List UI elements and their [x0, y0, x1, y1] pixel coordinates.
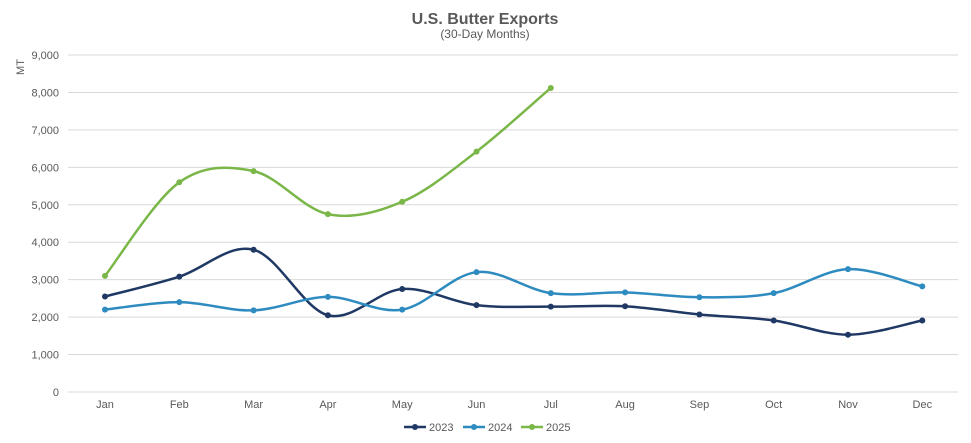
data-point-2024-may: [399, 306, 406, 313]
y-tick-label: 4,000: [31, 237, 59, 249]
x-tick-label-sep: Sep: [690, 399, 710, 411]
data-point-2023-nov: [845, 331, 851, 338]
x-tick-label-may: May: [392, 399, 413, 411]
data-point-2023-sep: [696, 311, 703, 318]
data-point-2023-apr: [324, 312, 331, 319]
legend-label-2024: 2024: [488, 422, 512, 434]
y-tick-label: 9,000: [31, 50, 59, 62]
data-point-2024-sep: [696, 294, 703, 301]
data-point-2024-feb: [176, 299, 183, 306]
data-point-2023-jul: [547, 303, 554, 310]
data-point-2023-aug: [622, 303, 629, 310]
legend-item-2025: 2025: [521, 422, 570, 434]
data-point-2025-jan: [102, 272, 108, 279]
data-point-2024-oct: [770, 290, 777, 297]
y-tick-label: 7,000: [31, 125, 59, 137]
data-point-2025-mar: [250, 168, 257, 175]
series-2023: [102, 246, 926, 338]
y-axis-ticks: 0 1,000 2,000 3,000 4,000 5,000 6,000 7,000 8,00…: [31, 50, 59, 399]
y-tick-label: 6,000: [31, 162, 59, 174]
series-line-2023: [103, 247, 924, 336]
series-2025: [102, 84, 554, 279]
legend-item-2024: 2024: [463, 422, 512, 434]
series-lines: [102, 84, 926, 338]
data-point-2024-nov: [845, 266, 851, 273]
legend-label-2025: 2025: [546, 422, 570, 434]
series-line-2025: [103, 86, 553, 278]
data-point-2023-oct: [770, 317, 777, 324]
x-tick-label-jan: Jan: [96, 399, 114, 411]
x-axis-ticks: Jan Feb Mar Apr May Jun Jul Aug Sep Oct Nov Dec: [96, 399, 932, 411]
series-2024: [102, 266, 926, 314]
y-tick-label: 5,000: [31, 200, 59, 212]
x-tick-label-dec: Dec: [913, 399, 933, 411]
x-tick-label-oct: Oct: [765, 399, 782, 411]
data-point-2023-dec: [919, 317, 926, 324]
data-point-2024-dec: [919, 283, 926, 290]
data-point-2024-jul: [547, 290, 554, 297]
data-point-2024-jan: [102, 306, 108, 313]
legend-marker-2024: [471, 424, 477, 430]
x-tick-label-feb: Feb: [170, 399, 189, 411]
chart-title: U.S. Butter Exports: [412, 11, 559, 28]
legend: 2023 2024 2025: [404, 422, 570, 434]
y-tick-label: 3,000: [31, 275, 59, 287]
data-point-2023-mar: [250, 246, 257, 253]
gridlines: [68, 54, 958, 393]
series-line-2024: [103, 267, 924, 312]
legend-label-2023: 2023: [429, 422, 453, 434]
x-tick-label-nov: Nov: [838, 399, 858, 411]
y-axis-label: MT: [15, 59, 27, 75]
x-tick-label-jul: Jul: [544, 399, 558, 411]
data-point-2025-may: [399, 198, 406, 205]
data-point-2024-aug: [622, 289, 629, 296]
data-point-2023-feb: [176, 273, 183, 280]
data-point-2025-jun: [473, 148, 480, 155]
chart-subtitle: (30-Day Months): [440, 27, 529, 41]
y-tick-label: 1,000: [31, 350, 59, 362]
data-point-2025-jul: [547, 84, 554, 91]
y-tick-label: 8,000: [31, 87, 59, 99]
x-tick-label-mar: Mar: [244, 399, 263, 411]
data-point-2025-apr: [324, 211, 331, 218]
data-point-2024-mar: [250, 307, 257, 314]
legend-marker-2023: [412, 424, 418, 430]
data-point-2023-may: [399, 286, 406, 293]
y-tick-label: 2,000: [31, 312, 59, 324]
y-tick-label: 0: [53, 387, 59, 399]
data-point-2024-jun: [473, 269, 480, 276]
x-tick-label-aug: Aug: [615, 399, 635, 411]
legend-item-2023: 2023: [404, 422, 453, 434]
legend-marker-2025: [529, 424, 535, 430]
data-point-2023-jun: [473, 302, 480, 309]
x-tick-label-jun: Jun: [468, 399, 486, 411]
data-point-2025-feb: [176, 179, 183, 186]
x-tick-label-apr: Apr: [319, 399, 336, 411]
data-point-2024-apr: [324, 293, 331, 300]
data-point-2023-jan: [102, 293, 108, 300]
